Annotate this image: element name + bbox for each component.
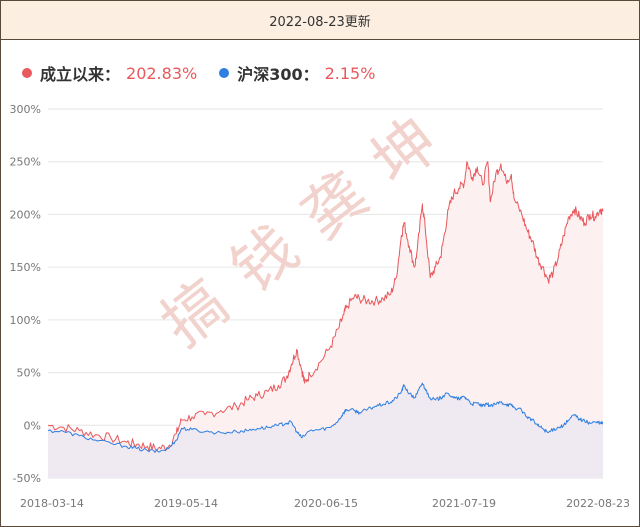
legend-item-fund[interactable]: 成立以来： 202.83%: [22, 61, 197, 85]
legend: 成立以来： 202.83% 沪深300： 2.15%: [22, 60, 397, 86]
series-area-index: [48, 383, 603, 478]
y-tick-label: 200%: [10, 208, 41, 221]
watermark-char: 搞: [148, 265, 242, 361]
legend-value-fund: 202.83%: [126, 63, 198, 83]
x-tick-label: 2021-07-19: [432, 497, 496, 510]
legend-value-index: 2.15%: [324, 63, 376, 83]
legend-dot-index: [219, 68, 230, 78]
y-tick-label: 100%: [10, 314, 41, 327]
update-date: 2022-08-23更新: [269, 14, 371, 30]
y-tick-label: 150%: [10, 261, 41, 274]
x-tick-label: 2018-03-14: [20, 497, 84, 510]
legend-item-index[interactable]: 沪深300： 2.15%: [219, 61, 375, 85]
watermark-char: 坤: [358, 103, 452, 199]
legend-name-fund: 成立以来：: [40, 65, 121, 84]
x-tick-label: 2019-05-14: [154, 497, 218, 510]
watermark-char: 龚: [288, 157, 382, 253]
y-tick-label: 300%: [10, 103, 41, 116]
y-tick-label: 50%: [17, 367, 41, 380]
y-tick-label: -50%: [13, 472, 41, 485]
legend-name-index: 沪深300：: [237, 65, 319, 84]
y-tick-label: 250%: [10, 156, 41, 169]
series-line-fund: [47, 161, 604, 452]
x-tick-label: 2022-08-23: [566, 497, 630, 510]
x-tick-label: 2020-06-15: [294, 497, 358, 510]
series-line-index: [47, 382, 604, 453]
legend-dot-fund: [22, 68, 32, 78]
watermark-char: 钱: [218, 211, 312, 307]
update-header: 2022-08-23更新: [1, 1, 639, 40]
y-tick-label: 0%: [24, 419, 41, 432]
